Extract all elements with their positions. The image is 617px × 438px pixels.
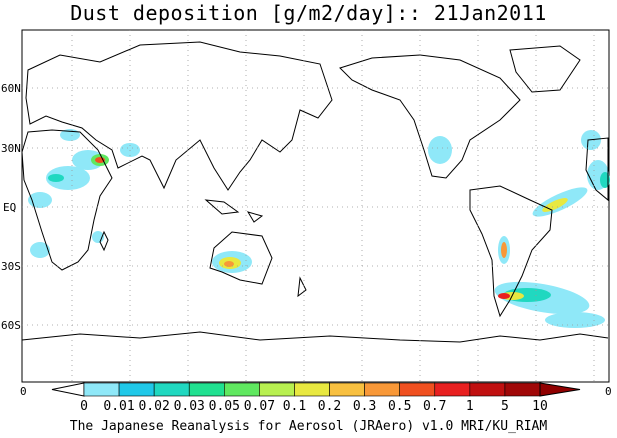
lat-label-eq: EQ bbox=[3, 201, 16, 214]
dust-plumes bbox=[28, 129, 610, 328]
colorbar-swatch bbox=[434, 382, 471, 397]
colorbar-label: 0.07 bbox=[244, 399, 275, 414]
colorbar-label: 0.01 bbox=[103, 399, 134, 414]
colorbar-label: 0.02 bbox=[138, 399, 169, 414]
colorbar-right-arrow bbox=[539, 382, 581, 397]
corner-label-right: 0 bbox=[605, 385, 612, 398]
colorbar: 0 0.01 0.02 0.03 0.05 0.07 0.1 0.2 0.3 0.5 0.7 1 5 10 bbox=[51, 382, 581, 414]
colorbar-swatch bbox=[118, 382, 155, 397]
lat-label-60s: 60S bbox=[1, 319, 21, 332]
colorbar-label: 1 bbox=[466, 399, 474, 414]
colorbar-label: 0.5 bbox=[388, 399, 411, 414]
colorbar-swatch bbox=[399, 382, 436, 397]
footer-credit: The Japanese Reanalysis for Aerosol (JRA… bbox=[69, 419, 548, 434]
colorbar-label: 5 bbox=[501, 399, 509, 414]
lat-label-30s: 30S bbox=[1, 260, 21, 273]
colorbar-label: 0.05 bbox=[209, 399, 240, 414]
colorbar-label: 0.03 bbox=[174, 399, 205, 414]
colorbar-label: 0 bbox=[80, 399, 88, 414]
colorbar-swatch bbox=[188, 382, 225, 397]
colorbar-label: 0.3 bbox=[353, 399, 376, 414]
lat-label-30n: 30N bbox=[1, 142, 21, 155]
corner-label-left: 0 bbox=[20, 385, 27, 398]
colorbar-swatch bbox=[294, 382, 330, 397]
plume-australia bbox=[212, 251, 252, 273]
colorbar-left-arrow bbox=[51, 382, 85, 397]
colorbar-label: 0.7 bbox=[423, 399, 446, 414]
lat-label-60n: 60N bbox=[1, 82, 21, 95]
plume-south-america bbox=[494, 160, 610, 328]
map-frame bbox=[21, 29, 610, 383]
map-title: Dust deposition [g/m2/day]:: 21Jan2011 bbox=[70, 1, 547, 25]
colorbar-swatch bbox=[83, 382, 120, 397]
colorbar-label: 0.1 bbox=[283, 399, 306, 414]
colorbar-swatch bbox=[259, 382, 295, 397]
coastlines bbox=[21, 41, 609, 343]
colorbar-swatch bbox=[504, 382, 541, 397]
colorbar-swatch bbox=[469, 382, 506, 397]
colorbar-swatch bbox=[364, 382, 400, 397]
colorbar-label: 10 bbox=[532, 399, 548, 414]
latitude-labels: 60N 30N EQ 30S 60S bbox=[1, 82, 21, 332]
colorbar-swatch bbox=[329, 382, 365, 397]
plume-sahara-arabia bbox=[28, 129, 140, 208]
gridlines bbox=[22, 30, 609, 382]
colorbar-swatch bbox=[224, 382, 260, 397]
colorbar-swatch bbox=[153, 382, 190, 397]
colorbar-label: 0.2 bbox=[318, 399, 341, 414]
